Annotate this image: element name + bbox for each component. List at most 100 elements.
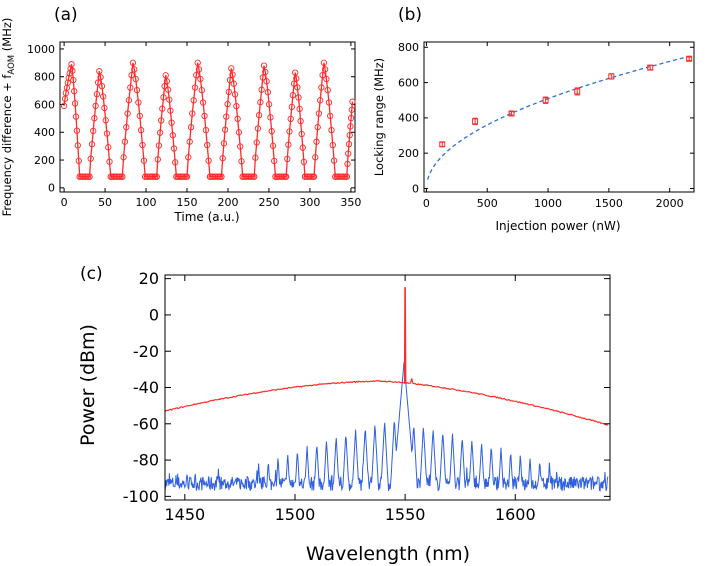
panel-a-frame bbox=[59, 41, 356, 193]
panel-c-ticks: 1450 1500 1550 1600 20 0 -20 -40 -60 -80 -100 bbox=[123, 269, 610, 524]
panel-a-point bbox=[294, 84, 301, 91]
panel-a-point bbox=[160, 94, 167, 101]
panel-a-point bbox=[187, 124, 195, 131]
x-tick-label: 0 bbox=[61, 196, 68, 209]
panel-a-point bbox=[347, 114, 355, 122]
panel-a-point bbox=[172, 159, 179, 166]
panel-a-point bbox=[153, 173, 160, 180]
panel-a-point bbox=[297, 117, 304, 125]
panel-a-point bbox=[318, 84, 325, 91]
y-tick-label: 400 bbox=[34, 126, 55, 139]
panel-a-point bbox=[299, 144, 306, 151]
panel-b-point bbox=[508, 110, 515, 117]
panel-a-point bbox=[285, 141, 292, 148]
panel-a-point bbox=[242, 173, 250, 180]
panel-b-xlabel: Injection power (nW) bbox=[496, 219, 621, 233]
panel-a-point bbox=[136, 112, 143, 120]
panel-a-point bbox=[325, 99, 333, 106]
panel-b-point bbox=[647, 64, 654, 71]
x-tick-label: 2000 bbox=[656, 197, 684, 210]
panel-a-point bbox=[344, 160, 351, 168]
panel-a-axes: 0 50 100 150 200 250 300 350 0 200 400 600 800 1000 bbox=[27, 41, 361, 209]
panel-a-point bbox=[313, 138, 320, 145]
panel-a-point bbox=[340, 173, 347, 180]
x-tick-label: 0 bbox=[423, 197, 430, 210]
panel-a-point bbox=[319, 71, 326, 79]
panel-a-point bbox=[100, 93, 107, 100]
panel-a-point bbox=[132, 75, 139, 83]
panel-c-ylabel: Power (dBm) bbox=[77, 324, 99, 446]
panel-a-point bbox=[312, 154, 319, 161]
panel-a-point bbox=[262, 68, 269, 76]
panel-a-ylabel-sub: AOM bbox=[7, 55, 17, 75]
panel-b-fit-line bbox=[426, 55, 691, 180]
panel-a-point bbox=[167, 107, 174, 114]
panel-a-point bbox=[205, 157, 212, 164]
panel-a-point bbox=[166, 96, 173, 103]
panel-a-point bbox=[204, 141, 211, 149]
panel-a-point bbox=[67, 65, 74, 72]
panel-a-point bbox=[162, 72, 169, 79]
panel-a-point bbox=[72, 113, 80, 120]
panel-a-label: (a) bbox=[54, 5, 78, 25]
panel-a-ticks: 0 50 100 150 200 250 300 350 0 200 400 600 800 1000 bbox=[27, 42, 361, 209]
x-tick-label: 1600 bbox=[495, 505, 536, 524]
y-tick-label: 20 bbox=[139, 269, 159, 288]
panel-a-point bbox=[98, 82, 106, 90]
panel-a-point bbox=[219, 155, 226, 162]
panel-a-point bbox=[150, 173, 157, 180]
panel-a-point bbox=[298, 130, 305, 138]
panel-b-point bbox=[542, 97, 549, 104]
panel-a-point bbox=[183, 173, 191, 180]
panel-a-point bbox=[155, 142, 163, 149]
panel-a-point bbox=[321, 66, 329, 73]
panel-a-point bbox=[129, 59, 137, 66]
panel-a-point bbox=[97, 74, 104, 81]
panel-a-point bbox=[258, 86, 265, 93]
panel-a-point bbox=[253, 139, 260, 146]
y-tick-label: -80 bbox=[133, 451, 159, 470]
panel-a-ylabel-unit: (MHz) bbox=[0, 18, 14, 55]
panel-a-point bbox=[190, 97, 197, 104]
panel-a-point bbox=[314, 124, 321, 131]
panel-a-point bbox=[292, 69, 299, 76]
panel-a-point bbox=[71, 88, 78, 95]
panel-b-ticks: 0 500 1000 1500 2000 0 200 400 600 800 bbox=[398, 41, 694, 210]
panel-a-point bbox=[343, 173, 350, 180]
panel-a-point bbox=[255, 111, 263, 119]
panel-b-frame bbox=[423, 41, 695, 193]
panel-a-point bbox=[345, 140, 353, 148]
panel-a-point bbox=[103, 130, 111, 137]
x-tick-label: 100 bbox=[136, 196, 157, 209]
panel-a-series bbox=[60, 59, 356, 180]
panel-a-point bbox=[168, 119, 175, 126]
panel-a-point bbox=[265, 101, 273, 108]
panel-a-point bbox=[119, 173, 126, 180]
panel-a-point bbox=[345, 150, 352, 157]
panel-a-point bbox=[92, 102, 99, 110]
panel-a-point bbox=[323, 75, 330, 83]
y-tick-label: 400 bbox=[398, 112, 419, 125]
y-tick-label: 800 bbox=[34, 71, 55, 84]
panel-a-point bbox=[324, 86, 331, 94]
panel-a-point bbox=[197, 75, 204, 83]
panel-a-point bbox=[251, 173, 258, 180]
panel-b-point bbox=[439, 141, 446, 148]
panel-a-point bbox=[286, 128, 293, 135]
panel-a-point bbox=[102, 117, 109, 124]
panel-a-point bbox=[137, 126, 145, 134]
panel-a-point bbox=[233, 102, 240, 110]
panel-a-point bbox=[194, 59, 201, 66]
panel-a-point bbox=[112, 173, 119, 180]
panel-a-point bbox=[105, 144, 112, 151]
panel-a-point bbox=[300, 158, 308, 166]
panel-a-point bbox=[310, 173, 318, 180]
panel-a-point bbox=[87, 155, 94, 162]
panel-a-point bbox=[327, 112, 334, 120]
panel-a-point bbox=[328, 126, 335, 134]
panel-a-point bbox=[88, 141, 96, 148]
panel-a-point bbox=[287, 115, 294, 123]
x-tick-label: 1000 bbox=[534, 197, 562, 210]
panel-a-point bbox=[68, 61, 75, 68]
panel-a-point bbox=[284, 155, 291, 163]
